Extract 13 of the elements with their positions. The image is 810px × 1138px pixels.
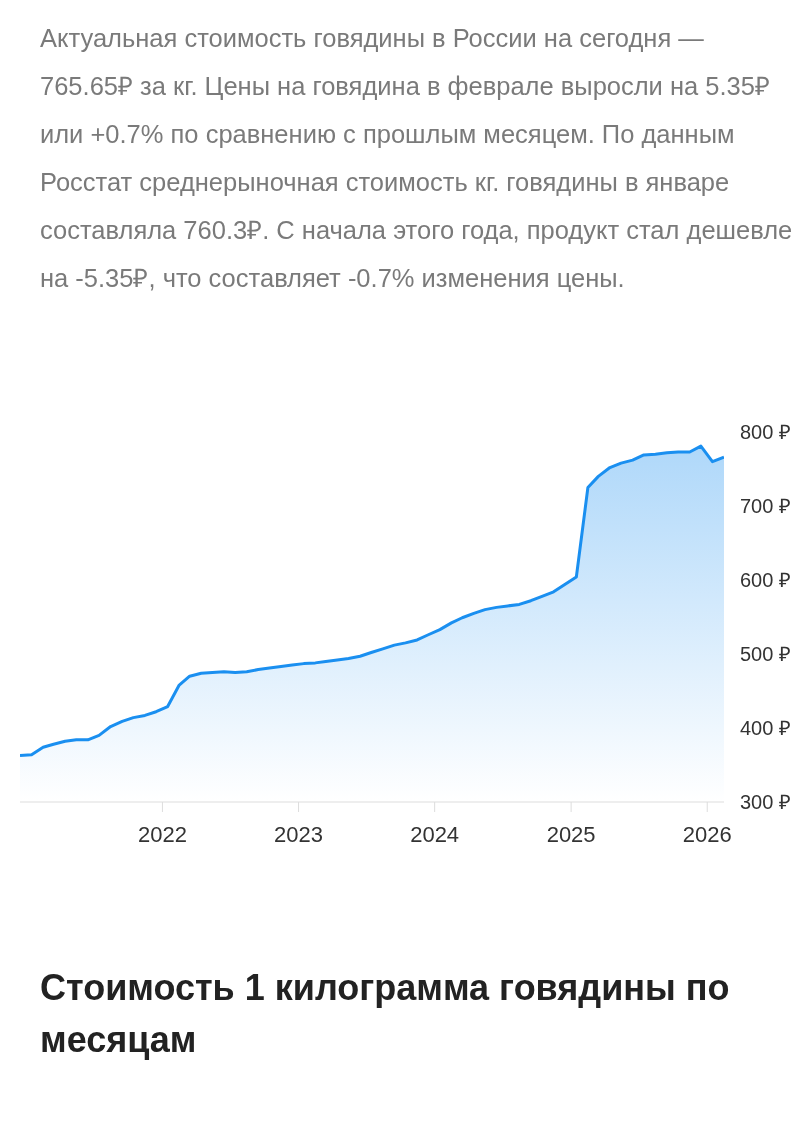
y-tick-label: 300 ₽	[740, 791, 791, 814]
y-tick-label: 500 ₽	[740, 643, 791, 666]
y-tick-label: 700 ₽	[740, 495, 791, 518]
x-tick-label: 2026	[682, 821, 732, 847]
y-tick-label: 600 ₽	[740, 569, 791, 592]
x-tick-label: 2023	[274, 821, 324, 847]
chart-subtitle: Актуальная стоимость говядины в России на сегодня — 765.65₽ за кг. Цены на говядина в феврале выросли на 5.35₽ или +0.7% по сравнению с прошлым месяцем. По данным Росстат среднерыночная стоимость кг. говядины в январе составляла 760.3₽. С начала этого года, продукт стал дешевле на -5.35₽, что составляет -0.7% изменения цены.	[40, 23, 794, 294]
x-tick-label: 2022	[137, 821, 187, 847]
y-tick-label: 400 ₽	[740, 717, 791, 740]
y-tick-label: 800 ₽	[740, 421, 791, 444]
text: Стоимость 1 килограмма говядины по месяцам	[40, 966, 731, 1062]
x-tick-label: 2025	[546, 821, 596, 847]
x-tick-label: 2024	[410, 821, 460, 847]
